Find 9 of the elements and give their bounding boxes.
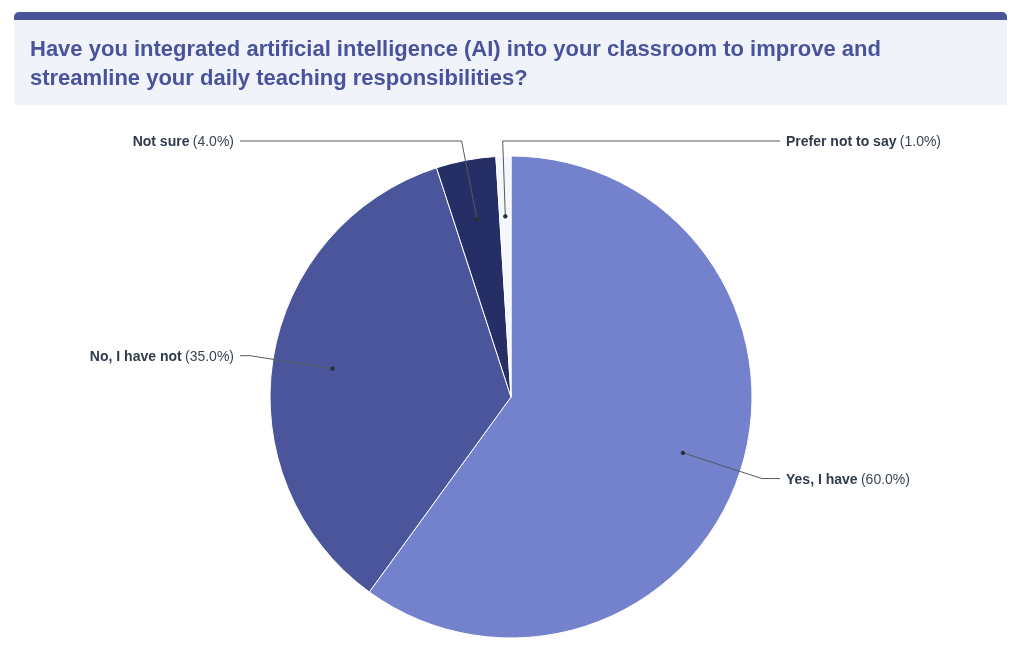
slice-label: Yes, I have — [786, 470, 858, 487]
data-label: (4.0%) — [192, 133, 234, 149]
data-label: (1.0%) — [899, 133, 942, 149]
data-label: (35.0%) — [184, 347, 234, 364]
chart-title: Have you integrated artificial intelligence (AI) into your classroom to improve and streamline your daily teaching responsibilities? — [30, 35, 882, 92]
slice-label: No, I have not — [89, 347, 182, 364]
data-label: (60.0%) — [860, 470, 910, 487]
slice-label: Not sure — [132, 133, 190, 149]
slice-label: Prefer not to say — [786, 133, 897, 149]
